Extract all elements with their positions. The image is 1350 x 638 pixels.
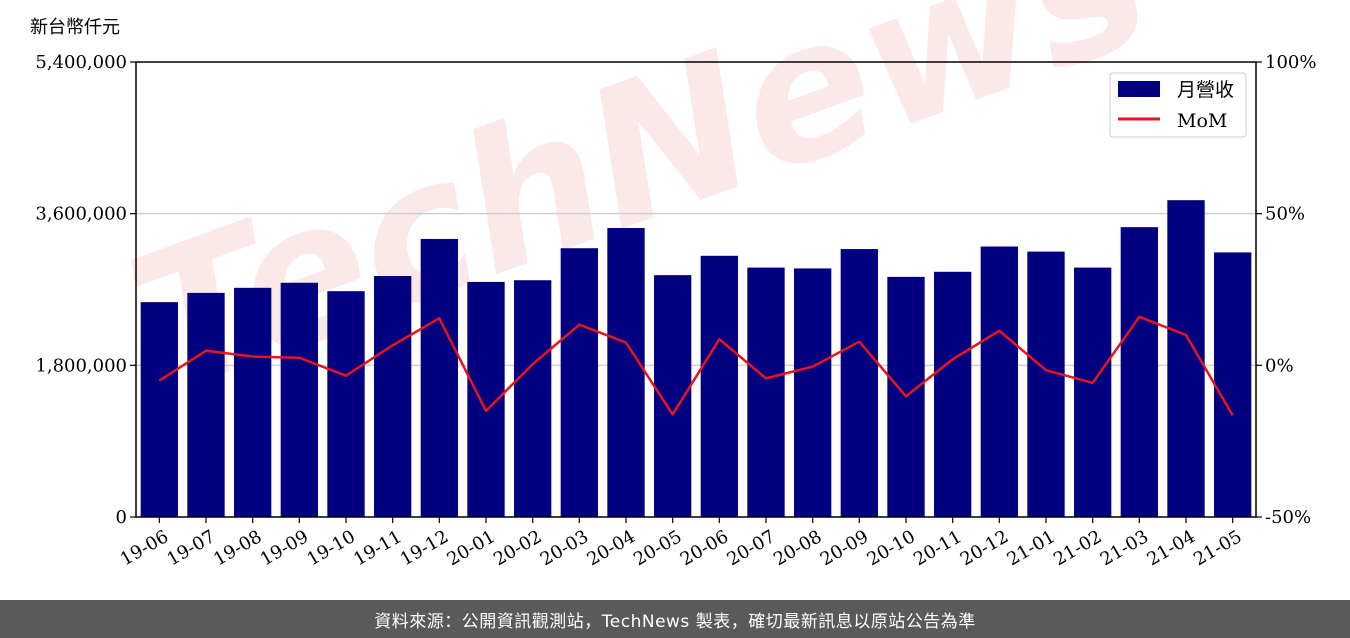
y-unit-label: 新台幣仟元 [30, 17, 120, 38]
x-tick-label: 20-03 [537, 526, 592, 570]
x-tick-label: 19-09 [257, 526, 312, 570]
x-tick-label: 19-12 [397, 526, 452, 570]
x-tick-label: 20-02 [490, 526, 545, 570]
right-tick-label: -50% [1265, 507, 1311, 528]
bar-20-03 [560, 248, 598, 518]
bar-21-02 [1074, 267, 1112, 517]
x-tick-label: 21-02 [1050, 526, 1105, 570]
x-tick-label: 20-08 [770, 526, 825, 570]
legend: 月營收 MoM [1109, 72, 1247, 138]
x-tick-label: 20-05 [630, 526, 685, 570]
x-tick-label: 19-06 [117, 526, 172, 570]
plot-frame [135, 61, 1257, 518]
bar-20-07 [747, 267, 785, 517]
chart-area: TechNews 0 1,800,000 3,600,000 5,400,000 -50… [30, 0, 1316, 570]
x-tick-label: 21-05 [1190, 526, 1245, 570]
legend-bar-swatch [1118, 81, 1160, 97]
bar-20-04 [607, 227, 645, 518]
bar-21-01 [1027, 251, 1065, 518]
bar-20-08 [794, 268, 832, 517]
x-tick-label: 19-07 [163, 526, 218, 570]
mom-line-group [158, 315, 1234, 417]
bar-19-07 [187, 292, 225, 517]
x-tick-label: 20-01 [443, 526, 498, 570]
legend-revenue-label: 月營收 [1177, 79, 1234, 101]
x-tick-label: 20-10 [863, 526, 918, 570]
left-tick-label: 3,600,000 [35, 204, 127, 225]
x-tick-label: 20-07 [723, 526, 778, 570]
left-tick-label: 1,800,000 [35, 355, 127, 376]
bar-19-06 [140, 302, 178, 517]
revenue-chart: TechNews 01,800,0003,600,0005,400,000-50… [30, 0, 1316, 570]
source-note: 資料來源：公開資訊觀測站，TechNews 製表，確切最新訊息以原站公告為準 [374, 611, 976, 632]
x-tick-label: 21-01 [1003, 526, 1058, 570]
bar-20-06 [700, 255, 738, 517]
bar-20-09 [840, 249, 878, 518]
bars-group [140, 200, 1252, 518]
x-tick-label: 19-08 [210, 526, 265, 570]
axes [135, 61, 1257, 518]
x-tick-label: 20-12 [957, 526, 1012, 570]
grid-lines [136, 212, 1256, 367]
right-tick-label: 100% [1265, 52, 1316, 73]
x-tick-label: 20-09 [817, 526, 872, 570]
left-tick-label: 5,400,000 [35, 52, 127, 73]
right-tick-label: 0% [1265, 355, 1294, 376]
bar-20-02 [514, 280, 552, 517]
left-tick-label: 0 [116, 507, 127, 528]
bar-19-11 [374, 276, 412, 517]
bar-20-11 [934, 271, 972, 517]
bar-20-12 [980, 246, 1018, 517]
bar-19-08 [234, 287, 272, 517]
x-tick-label: 19-10 [303, 526, 358, 570]
bar-21-03 [1120, 227, 1158, 518]
bar-19-09 [280, 282, 318, 517]
x-tick-label: 20-11 [910, 526, 965, 570]
x-tick-label: 20-06 [677, 526, 732, 570]
bar-19-12 [420, 238, 458, 517]
x-tick-label: 19-11 [350, 526, 405, 570]
x-tick-label: 21-03 [1097, 526, 1152, 570]
right-tick-label: 50% [1265, 204, 1305, 225]
footer-bar: 資料來源：公開資訊觀測站，TechNews 製表，確切最新訊息以原站公告為準 [0, 600, 1350, 638]
mom-line [158, 315, 1234, 417]
legend-mom-label: MoM [1177, 110, 1227, 132]
x-tick-label: 20-04 [583, 526, 638, 570]
bar-19-10 [327, 291, 365, 517]
x-tick-label: 21-04 [1143, 526, 1198, 570]
bar-21-05 [1214, 252, 1252, 518]
